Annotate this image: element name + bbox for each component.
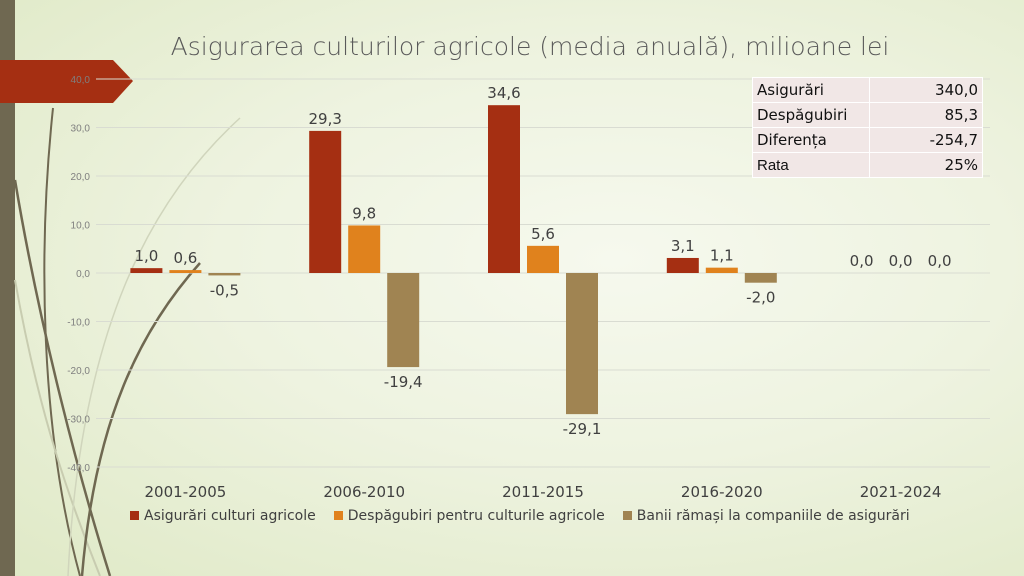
title-arrow-banner bbox=[0, 60, 133, 103]
bar bbox=[387, 273, 420, 368]
x-tick-label: 2011-2015 bbox=[502, 483, 584, 501]
data-label: 0,0 bbox=[850, 252, 874, 270]
summary-table: Asigurări 340,0 Despăgubiri 85,3 Diferența… bbox=[752, 77, 983, 178]
x-tick-label: 2016-2020 bbox=[681, 483, 763, 501]
chart-legend: Asigurări culturi agricole Despăgubiri p… bbox=[130, 508, 910, 524]
bar bbox=[566, 273, 598, 415]
y-tick-label: 40,0 bbox=[71, 75, 91, 86]
data-label: 1,1 bbox=[710, 247, 734, 265]
legend-item: Despăgubiri pentru culturile agricole bbox=[333, 508, 605, 524]
legend-item: Asigurări culturi agricole bbox=[130, 508, 316, 524]
summary-row: Despăgubiri 85,3 bbox=[752, 102, 983, 128]
y-tick-label: 0,0 bbox=[76, 269, 90, 280]
chart-title: Asigurarea culturilor agricole (media an… bbox=[170, 32, 890, 61]
y-tick-label: -40,0 bbox=[67, 463, 90, 474]
bar bbox=[309, 130, 342, 273]
data-label: 9,8 bbox=[352, 204, 376, 222]
bar bbox=[527, 245, 559, 273]
summary-row: Rata 25% bbox=[752, 152, 983, 178]
data-label: -2,0 bbox=[746, 289, 775, 307]
data-label: 0,0 bbox=[889, 252, 913, 270]
data-label: 29,3 bbox=[308, 110, 341, 128]
bar bbox=[488, 105, 520, 273]
y-tick-label: -20,0 bbox=[67, 366, 90, 377]
y-tick-label: -10,0 bbox=[67, 318, 90, 329]
bar bbox=[666, 257, 699, 273]
bar bbox=[130, 268, 163, 273]
data-label: 3,1 bbox=[671, 237, 695, 255]
summary-row: Diferența -254,7 bbox=[752, 127, 983, 153]
legend-swatch bbox=[622, 511, 632, 520]
y-tick-label: 30,0 bbox=[71, 124, 91, 135]
x-tick-label: 2006-2010 bbox=[323, 483, 405, 501]
data-label: -19,4 bbox=[384, 373, 423, 391]
data-label: 34,6 bbox=[487, 84, 520, 102]
summary-row: Asigurări 340,0 bbox=[752, 77, 983, 103]
data-label: 5,6 bbox=[531, 225, 555, 243]
bar bbox=[744, 273, 777, 283]
legend-swatch bbox=[130, 511, 139, 520]
left-bar bbox=[0, 0, 15, 576]
bar bbox=[705, 267, 738, 273]
data-label: -29,1 bbox=[563, 420, 602, 438]
y-tick-label: 20,0 bbox=[71, 172, 91, 183]
data-label: 0,0 bbox=[928, 252, 952, 270]
y-tick-label: 10,0 bbox=[71, 221, 91, 232]
bar bbox=[348, 225, 381, 273]
data-label: -0,5 bbox=[210, 281, 239, 299]
data-label: 0,6 bbox=[173, 249, 197, 267]
bar bbox=[169, 270, 202, 273]
legend-item: Banii rămași la companiile de asigurări bbox=[622, 508, 910, 524]
x-tick-label: 2001-2005 bbox=[145, 483, 227, 501]
x-tick-label: 2021-2024 bbox=[860, 483, 942, 501]
legend-swatch bbox=[333, 511, 343, 520]
bar bbox=[208, 273, 241, 276]
data-label: 1,0 bbox=[134, 247, 158, 265]
y-tick-label: -30,0 bbox=[67, 415, 90, 426]
